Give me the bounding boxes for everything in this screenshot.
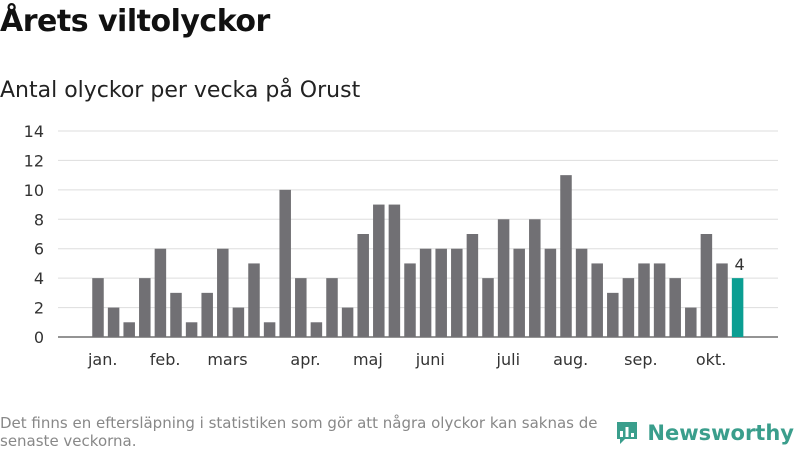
bar [341, 307, 354, 337]
y-tick-label: 6 [34, 240, 44, 259]
bar [404, 263, 416, 337]
bar [217, 248, 229, 337]
x-tick-label: jan. [87, 350, 117, 369]
bar [669, 278, 681, 337]
bar [466, 234, 479, 337]
bar-chart: 0 2 4 6 8 10 12 14 4 jan. feb. mars apr. maj juni jul… [24, 122, 778, 369]
bar-data-label: 4 [735, 255, 745, 274]
bar [529, 219, 541, 337]
bar [591, 263, 603, 337]
bar [653, 263, 666, 337]
brand-name: Newsworthy [647, 421, 794, 445]
bar [622, 278, 635, 337]
x-tick-label: aug. [553, 350, 588, 369]
bar [310, 322, 323, 337]
bar-highlight [731, 278, 744, 337]
bar [685, 307, 697, 337]
bar [139, 278, 151, 337]
bar [248, 263, 260, 337]
bar [497, 219, 510, 337]
x-tick-label: apr. [290, 350, 320, 369]
bar [513, 248, 525, 337]
chart-title: Årets viltolyckor [0, 4, 270, 39]
x-tick-label: mars [207, 350, 247, 369]
y-tick-label: 12 [24, 151, 44, 170]
x-tick-label: feb. [150, 350, 181, 369]
footnote: Det finns en eftersläpning i statistiken… [0, 414, 598, 450]
x-tick-label: juni [415, 350, 445, 369]
bar [232, 307, 245, 337]
y-tick-label: 14 [24, 122, 44, 141]
x-tick-label: sep. [624, 350, 657, 369]
y-tick-label: 8 [34, 210, 44, 229]
y-axis-ticks: 0 2 4 6 8 10 12 14 [24, 122, 44, 347]
chart-subtitle: Antal olyckor per vecka på Orust [0, 78, 361, 103]
newsworthy-logo[interactable]: Newsworthy [615, 420, 794, 446]
bar [451, 248, 463, 337]
bar [419, 248, 432, 337]
bar [295, 278, 307, 337]
bar [170, 292, 182, 337]
y-tick-label: 2 [34, 299, 44, 318]
y-tick-label: 4 [34, 269, 44, 288]
bar [326, 278, 338, 337]
x-tick-label: okt. [696, 350, 726, 369]
bar [201, 292, 213, 337]
bar [279, 189, 291, 337]
bar [107, 307, 120, 337]
x-tick-label: juli [496, 350, 520, 369]
bar [388, 204, 401, 337]
bar [92, 278, 104, 337]
bar [357, 234, 369, 337]
bar [700, 234, 713, 337]
bar [482, 278, 494, 337]
bar [544, 248, 557, 337]
bar [560, 175, 572, 337]
newsworthy-logo-icon [617, 422, 638, 444]
y-tick-label: 0 [34, 328, 44, 347]
y-tick-label: 10 [24, 181, 44, 200]
bar [435, 248, 447, 337]
bar [123, 322, 135, 337]
bars: 4 [92, 175, 745, 337]
bar [575, 248, 588, 337]
x-axis-ticks: jan. feb. mars apr. maj juni juli aug. sep. okt. [87, 350, 726, 369]
bar [607, 292, 619, 337]
bar [373, 204, 385, 337]
bar [638, 263, 650, 337]
bar [185, 322, 198, 337]
x-tick-label: maj [353, 350, 383, 369]
bar [716, 263, 728, 337]
bar [263, 322, 276, 337]
bar [154, 248, 167, 337]
